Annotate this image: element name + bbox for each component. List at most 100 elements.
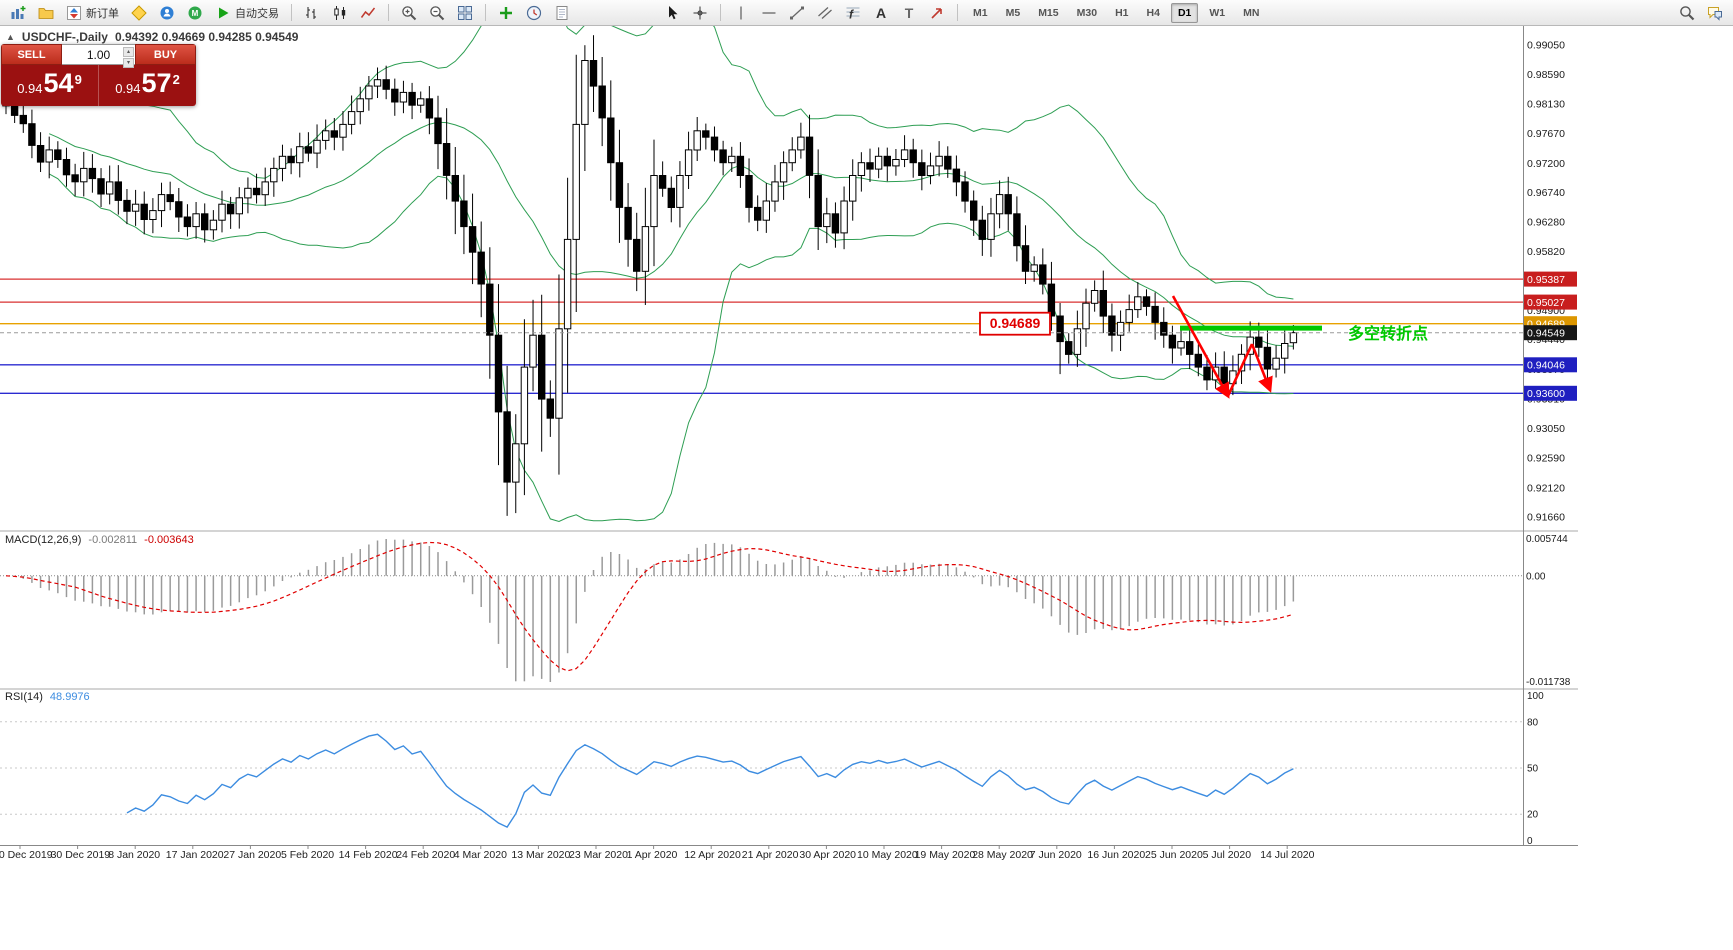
sell-button[interactable]: SELL — [1, 44, 62, 65]
candlesticks — [2, 35, 1298, 516]
buy-button[interactable]: BUY — [135, 44, 196, 65]
channel-button[interactable] — [812, 0, 838, 25]
timeframe-d1-button[interactable]: D1 — [1170, 2, 1199, 23]
volume-input[interactable]: 1.00 ▴ ▾ — [62, 44, 135, 68]
date-label: 16 Jun 2020 — [1087, 849, 1145, 861]
chart-symbol-period: USDCHF-,Daily — [21, 30, 108, 44]
toolbar-separator — [485, 4, 486, 21]
chat-icon — [1708, 6, 1722, 21]
macd-pane — [0, 539, 1523, 682]
svg-text:0.94046: 0.94046 — [1527, 360, 1565, 372]
hline-icon — [762, 11, 776, 14]
price-tick-label: 0.92120 — [1527, 482, 1565, 494]
line-chart-icon — [360, 7, 376, 18]
rsi-axis-label: 50 — [1527, 764, 1539, 775]
price-tick-label: 0.97670 — [1527, 128, 1565, 140]
date-label: 24 Feb 2020 — [396, 849, 455, 861]
rsi-name: RSI(14) — [5, 691, 43, 703]
fibonacci-button[interactable]: f — [840, 0, 866, 25]
macd-name: MACD(12,26,9) — [5, 534, 82, 546]
timeframe-m5-button[interactable]: M5 — [1005, 6, 1021, 19]
price-tick-label: 0.96740 — [1527, 187, 1565, 199]
volume-spinners: ▴ ▾ — [123, 46, 134, 68]
volume-up-button[interactable]: ▴ — [123, 46, 134, 57]
date-label: 1 Apr 2020 — [627, 849, 678, 861]
new-order-icon — [67, 5, 81, 20]
arrows-button[interactable] — [924, 0, 950, 25]
timeframe-h1-button[interactable]: H1 — [1115, 6, 1129, 19]
main-price-pane: 0.94689 多空转折点 — [0, 26, 1523, 523]
mql5-button[interactable]: M — [182, 0, 208, 25]
label-button[interactable]: T — [896, 0, 922, 25]
templates-icon — [556, 5, 568, 20]
buy-price[interactable]: 0.94 57 2 — [99, 65, 196, 106]
vertical-line-button[interactable] — [728, 0, 754, 25]
new-chart-button[interactable] — [5, 0, 31, 25]
periods-button[interactable] — [521, 0, 547, 25]
timeframe-h4-button[interactable]: H4 — [1146, 6, 1160, 19]
community-button[interactable] — [154, 0, 180, 25]
date-label: 12 Apr 2020 — [684, 849, 741, 861]
trendline-button[interactable] — [784, 0, 810, 25]
volume-value: 1.00 — [86, 47, 111, 62]
zoom-in-button[interactable] — [396, 0, 422, 25]
bollinger-upper-band — [49, 26, 1294, 300]
sell-price-base: 0.94 — [17, 81, 43, 96]
volume-down-button[interactable]: ▾ — [123, 57, 134, 68]
price-flag-box[interactable] — [979, 311, 1051, 336]
one-click-collapse-icon[interactable]: ▲ — [6, 32, 15, 42]
indicators-button[interactable] — [493, 0, 519, 25]
macd-indicator-label: MACD(12,26,9) -0.002811 -0.003643 — [5, 534, 194, 546]
candle-chart-button[interactable] — [327, 0, 353, 25]
date-label: 8 Jan 2020 — [108, 849, 160, 861]
buy-price-big: 57 — [141, 68, 172, 98]
profiles-icon — [38, 7, 54, 19]
date-label: 21 Apr 2020 — [742, 849, 799, 861]
main-toolbar: 新订单 M 自动交易 f A T M1 M5 M15 M30 H1 H4 D1 W1 MN — [0, 0, 1733, 26]
search-button[interactable] — [1674, 0, 1700, 25]
chat-button[interactable] — [1702, 0, 1728, 25]
price-tick-label: 0.97200 — [1527, 158, 1565, 170]
tile-windows-button[interactable] — [452, 0, 478, 25]
svg-text:f: f — [849, 7, 854, 21]
trend-arrow-up[interactable] — [1226, 343, 1254, 397]
cursor-button[interactable] — [659, 0, 685, 25]
svg-text:0.93600: 0.93600 — [1527, 388, 1565, 400]
templates-button[interactable] — [549, 0, 575, 25]
current-price-tag — [1524, 325, 1577, 341]
metaeditor-button[interactable] — [126, 0, 152, 25]
date-label: 14 Jul 2020 — [1260, 849, 1314, 861]
new-order-button[interactable]: 新订单 — [61, 0, 124, 25]
timeframe-mn-button[interactable]: MN — [1243, 6, 1260, 19]
timeframe-m30-button[interactable]: M30 — [1076, 6, 1098, 19]
tile-windows-icon — [458, 5, 472, 20]
text-button[interactable]: A — [868, 0, 894, 25]
timeframe-m15-button[interactable]: M15 — [1038, 6, 1059, 19]
indicators-icon — [500, 6, 512, 19]
new-order-button-label: 新订单 — [86, 7, 119, 20]
timeframe-w1-button[interactable]: W1 — [1209, 6, 1226, 19]
autotrading-button-label: 自动交易 — [235, 7, 279, 20]
chart-area[interactable]: 0.94689 多空转折点 0.99050 0.98590 0.98130 0.97670… — [0, 26, 1578, 866]
sell-price[interactable]: 0.94 54 9 — [1, 65, 99, 106]
trend-arrow-down-2[interactable] — [1250, 343, 1273, 393]
svg-text:0.94549: 0.94549 — [1527, 328, 1565, 340]
bar-chart-button[interactable] — [299, 0, 325, 25]
trend-arrow-down-1[interactable] — [1171, 295, 1230, 399]
rsi-indicator-label: RSI(14) 48.9976 — [5, 691, 90, 703]
macd-signal-line — [5, 541, 1294, 672]
periods-icon — [526, 5, 542, 20]
crosshair-button[interactable] — [687, 0, 713, 25]
buy-price-base: 0.94 — [115, 81, 141, 96]
line-chart-button[interactable] — [355, 0, 381, 25]
timeframe-m1-button[interactable]: M1 — [973, 6, 988, 19]
cursor-icon — [669, 5, 678, 19]
toolbar-separator — [291, 4, 292, 21]
zoom-out-button[interactable] — [424, 0, 450, 25]
autotrading-button[interactable]: 自动交易 — [210, 0, 284, 25]
date-label: 27 Jan 2020 — [223, 849, 281, 861]
horizontal-line-button[interactable] — [756, 0, 782, 25]
date-label: 25 Jun 2020 — [1145, 849, 1203, 861]
svg-text:A: A — [876, 5, 886, 21]
profiles-button[interactable] — [33, 0, 59, 25]
